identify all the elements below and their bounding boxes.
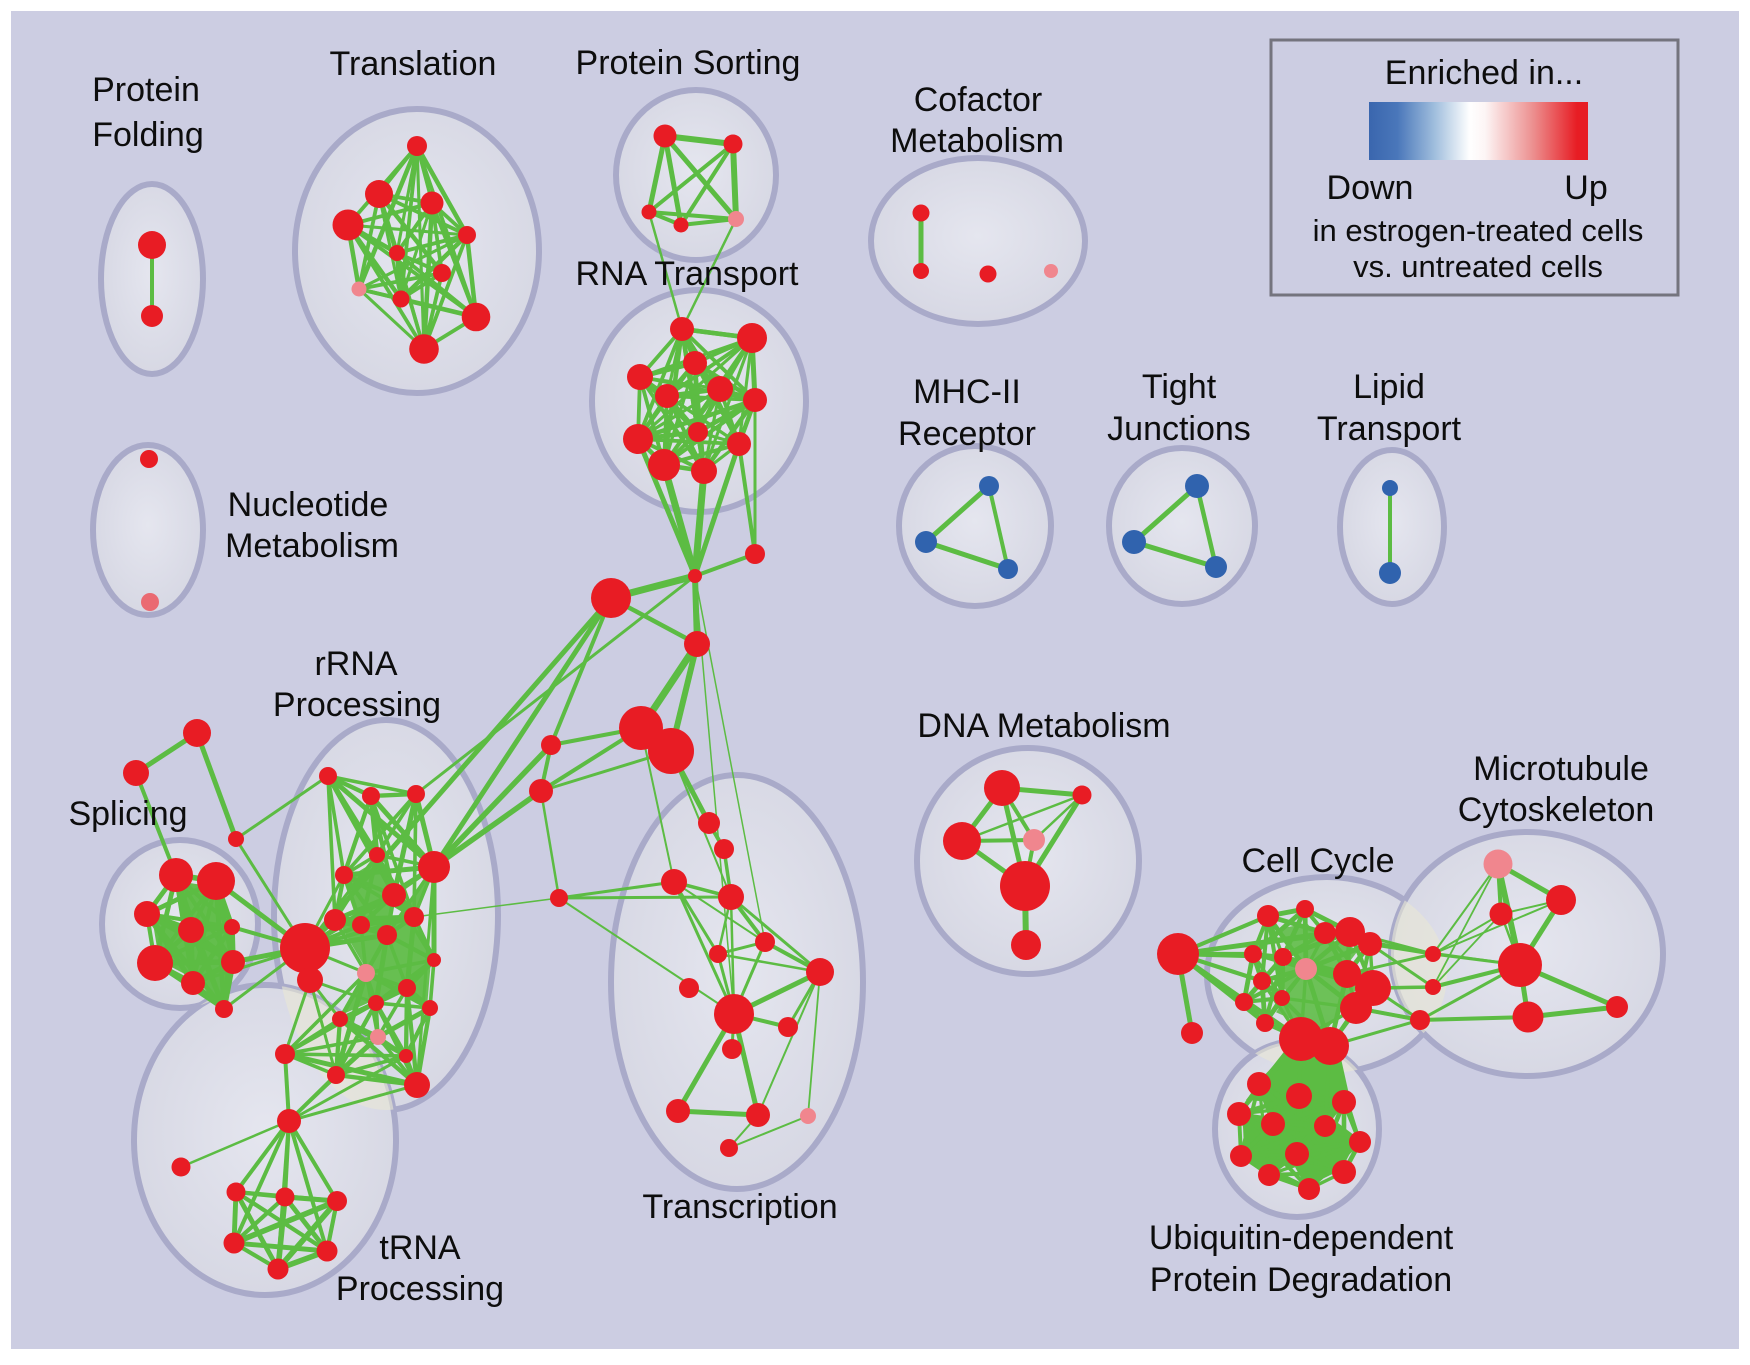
svg-text:Up: Up	[1564, 169, 1607, 207]
svg-text:Metabolism: Metabolism	[890, 122, 1064, 160]
svg-text:Folding: Folding	[92, 116, 204, 154]
svg-text:Enriched in...: Enriched in...	[1385, 54, 1583, 92]
svg-text:Processing: Processing	[273, 686, 441, 724]
svg-text:Tight: Tight	[1142, 368, 1217, 406]
svg-text:in estrogen-treated cells: in estrogen-treated cells	[1313, 213, 1644, 248]
svg-text:Transcription: Transcription	[642, 1188, 837, 1226]
svg-text:Protein Degradation: Protein Degradation	[1150, 1261, 1452, 1299]
svg-text:vs. untreated cells: vs. untreated cells	[1353, 249, 1603, 284]
svg-text:Cell Cycle: Cell Cycle	[1241, 842, 1394, 880]
svg-text:MHC-II: MHC-II	[913, 373, 1021, 411]
svg-text:DNA Metabolism: DNA Metabolism	[917, 707, 1170, 745]
svg-text:Translation: Translation	[330, 45, 497, 83]
svg-text:Cytoskeleton: Cytoskeleton	[1458, 791, 1655, 829]
svg-text:Protein: Protein	[92, 71, 200, 109]
svg-text:Processing: Processing	[336, 1270, 504, 1308]
svg-text:Splicing: Splicing	[68, 795, 187, 833]
svg-text:Receptor: Receptor	[898, 415, 1036, 453]
svg-text:Nucleotide: Nucleotide	[228, 486, 389, 524]
svg-text:Protein Sorting: Protein Sorting	[576, 44, 801, 82]
svg-text:Lipid: Lipid	[1353, 368, 1425, 406]
svg-text:RNA Transport: RNA Transport	[576, 255, 800, 293]
svg-text:Ubiquitin-dependent: Ubiquitin-dependent	[1149, 1219, 1454, 1257]
svg-text:rRNA: rRNA	[314, 645, 397, 683]
svg-text:Cofactor: Cofactor	[914, 81, 1043, 119]
svg-text:Junctions: Junctions	[1107, 410, 1251, 448]
svg-text:Metabolism: Metabolism	[225, 527, 399, 565]
svg-text:Down: Down	[1327, 169, 1414, 207]
svg-text:Microtubule: Microtubule	[1473, 750, 1649, 788]
svg-text:Transport: Transport	[1317, 410, 1462, 448]
svg-text:tRNA: tRNA	[379, 1229, 461, 1267]
